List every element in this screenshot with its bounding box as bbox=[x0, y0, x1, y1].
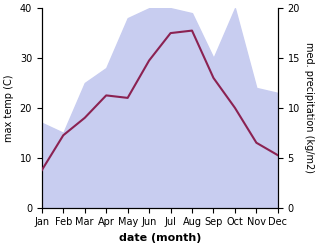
Y-axis label: max temp (C): max temp (C) bbox=[4, 74, 14, 142]
X-axis label: date (month): date (month) bbox=[119, 233, 201, 243]
Y-axis label: med. precipitation (kg/m2): med. precipitation (kg/m2) bbox=[304, 42, 314, 173]
